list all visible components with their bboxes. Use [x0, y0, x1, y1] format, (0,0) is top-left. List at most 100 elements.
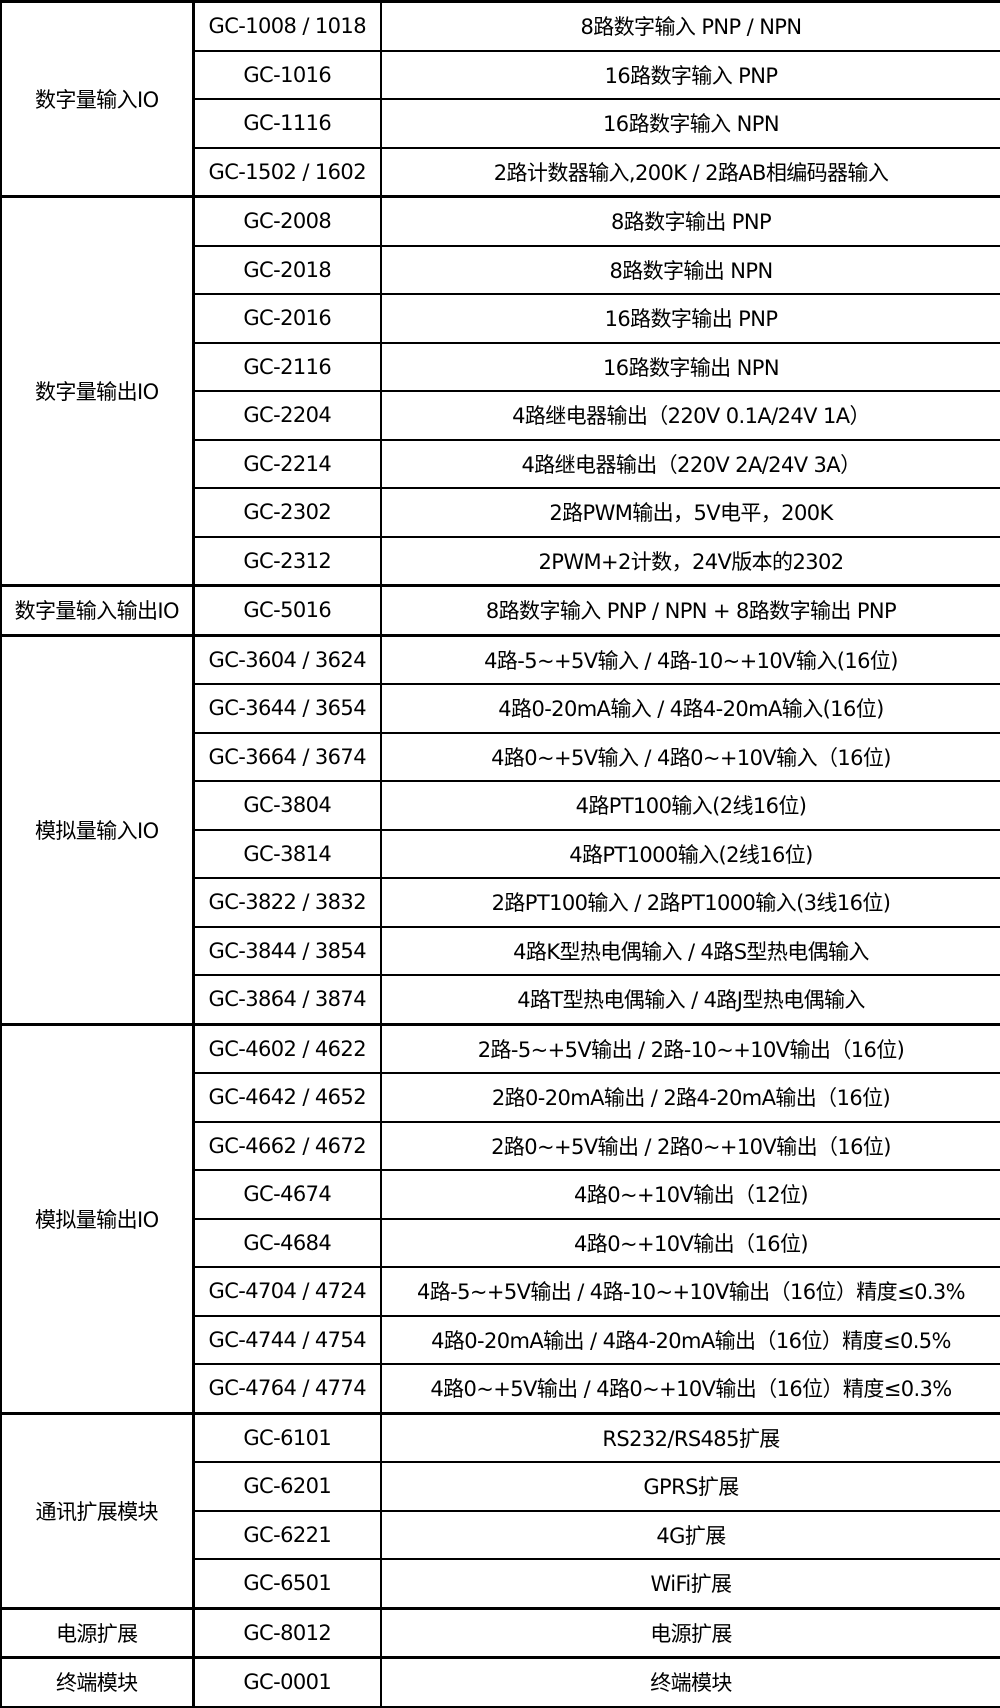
table-row: GC-2302 2路PWM输出，5V电平，200K: [1, 487, 1000, 538]
table-row: GC-4704 / 4724 4路-5~+5V输出 / 4路-10~+10V输出（…: [1, 1266, 1000, 1317]
table-row: GC-4764 / 4774 4路0~+5V输出 / 4路0~+10V输出（16位…: [1, 1363, 1000, 1414]
description-cell: 4路0-20mA输入 / 4路4-20mA输入(16位): [380, 683, 1000, 734]
table-row: GC-1116 16路数字输入 NPN: [1, 98, 1000, 149]
description-cell: GPRS扩展: [380, 1461, 1000, 1512]
description-cell: 2路PWM输出，5V电平，200K: [380, 487, 1000, 538]
description-cell: 4路继电器输出（220V 0.1A/24V 1A）: [380, 390, 1000, 441]
description-cell: 4路T型热电偶输入 / 4路J型热电偶输入: [380, 974, 1000, 1025]
table-row: GC-3822 / 3832 2路PT100输入 / 2路PT1000输入(3线1…: [1, 877, 1000, 928]
description-cell: 4路0~+5V输出 / 4路0~+10V输出（16位）精度≤0.3%: [380, 1363, 1000, 1414]
table-row: GC-6501 WiFi扩展: [1, 1558, 1000, 1609]
table-row: GC-2312 2PWM+2计数，24V版本的2302: [1, 535, 1000, 587]
model-cell: GC-4684: [192, 1217, 382, 1268]
model-cell: GC-0001: [192, 1656, 382, 1708]
description-cell: 4路0~+5V输入 / 4路0~+10V输入（16位): [380, 731, 1000, 782]
model-cell: GC-4642 / 4652: [192, 1072, 382, 1123]
model-cell: GC-4704 / 4724: [192, 1266, 382, 1317]
table-row: GC-2204 4路继电器输出（220V 0.1A/24V 1A）: [1, 390, 1000, 441]
description-cell: 电源扩展: [380, 1606, 1000, 1659]
model-cell: GC-8012: [192, 1606, 382, 1659]
table-row: GC-3814 4路PT1000输入(2线16位): [1, 828, 1000, 879]
model-cell: GC-3604 / 3624: [192, 633, 382, 685]
description-cell: 16路数字输出 PNP: [380, 293, 1000, 344]
category-cell: 模拟量输入IO: [0, 633, 195, 1025]
model-cell: GC-4674: [192, 1169, 382, 1220]
model-cell: GC-5016: [192, 584, 382, 636]
table-row: GC-3844 / 3854 4路K型热电偶输入 / 4路S型热电偶输入: [1, 925, 1000, 976]
description-cell: 4路PT1000输入(2线16位): [380, 828, 1000, 879]
model-cell: GC-3822 / 3832: [192, 877, 382, 928]
model-cell: GC-1502 / 1602: [192, 146, 382, 198]
description-cell: 16路数字输入 PNP: [380, 49, 1000, 100]
model-cell: GC-6221: [192, 1509, 382, 1560]
model-cell: GC-2214: [192, 438, 382, 489]
description-cell: WiFi扩展: [380, 1558, 1000, 1609]
category-cell: 模拟量输出IO: [0, 1022, 195, 1414]
model-cell: GC-3844 / 3854: [192, 925, 382, 976]
table-row: GC-4662 / 4672 2路0~+5V输出 / 2路0~+10V输出（16位…: [1, 1120, 1000, 1171]
model-cell: GC-4744 / 4754: [192, 1314, 382, 1365]
model-cell: GC-3804: [192, 780, 382, 831]
table-row: GC-2016 16路数字输出 PNP: [1, 293, 1000, 344]
description-cell: 16路数字输出 NPN: [380, 341, 1000, 392]
model-cell: GC-2204: [192, 390, 382, 441]
description-cell: 8路数字输入 PNP / NPN + 8路数字输出 PNP: [380, 584, 1000, 636]
model-cell: GC-2116: [192, 341, 382, 392]
model-cell: GC-6101: [192, 1411, 382, 1463]
model-cell: GC-2008: [192, 195, 382, 247]
category-cell: 数字量输入IO: [0, 0, 195, 198]
description-cell: 2路PT100输入 / 2路PT1000输入(3线16位): [380, 877, 1000, 928]
table-row: 模拟量输入IO GC-3604 / 3624 4路-5~+5V输入 / 4路-10~…: [0, 633, 1000, 1025]
table-row: GC-3864 / 3874 4路T型热电偶输入 / 4路J型热电偶输入: [1, 974, 1000, 1025]
table-row: GC-2116 16路数字输出 NPN: [1, 341, 1000, 392]
category-cell: 数字量输入输出IO: [0, 584, 195, 636]
category-cell: 电源扩展: [0, 1606, 195, 1659]
model-cell: GC-3864 / 3874: [192, 974, 382, 1025]
description-cell: 2路-5~+5V输出 / 2路-10~+10V输出（16位): [380, 1022, 1000, 1074]
model-cell: GC-3664 / 3674: [192, 731, 382, 782]
description-cell: 4路K型热电偶输入 / 4路S型热电偶输入: [380, 925, 1000, 976]
table-row: GC-2018 8路数字输出 NPN: [1, 244, 1000, 295]
table-row: GC-4642 / 4652 2路0-20mA输出 / 2路4-20mA输出（16…: [1, 1072, 1000, 1123]
table-row: 模拟量输出IO GC-4602 / 4622 2路-5~+5V输出 / 2路-10~…: [0, 1022, 1000, 1414]
model-cell: GC-6501: [192, 1558, 382, 1609]
description-cell: 8路数字输入 PNP / NPN: [380, 0, 1000, 52]
table-row: 电源扩展 GC-8012 电源扩展: [0, 1606, 1000, 1659]
description-cell: 4路0~+10V输出（16位): [380, 1217, 1000, 1268]
description-cell: 2PWM+2计数，24V版本的2302: [380, 535, 1000, 587]
description-cell: 4路继电器输出（220V 2A/24V 3A）: [380, 438, 1000, 489]
model-cell: GC-2302: [192, 487, 382, 538]
description-cell: 4路0-20mA输出 / 4路4-20mA输出（16位）精度≤0.5%: [380, 1314, 1000, 1365]
model-cell: GC-1116: [192, 98, 382, 149]
table-row: 终端模块 GC-0001 终端模块: [0, 1656, 1000, 1708]
category-cell: 数字量输出IO: [0, 195, 195, 587]
model-cell: GC-4764 / 4774: [192, 1363, 382, 1414]
model-cell: GC-3644 / 3654: [192, 683, 382, 734]
table-row: 数字量输入输出IO GC-5016 8路数字输入 PNP / NPN + 8路数字输…: [0, 584, 1000, 636]
description-cell: RS232/RS485扩展: [380, 1411, 1000, 1463]
model-cell: GC-4602 / 4622: [192, 1022, 382, 1074]
table-row: 数字量输入IO GC-1008 / 1018 8路数字输入 PNP / NPN: [0, 0, 1000, 198]
description-cell: 2路0-20mA输出 / 2路4-20mA输出（16位): [380, 1072, 1000, 1123]
table-row: 通讯扩展模块 GC-6101 RS232/RS485扩展: [0, 1411, 1000, 1609]
table-row: GC-4674 4路0~+10V输出（12位): [1, 1169, 1000, 1220]
description-cell: 4路0~+10V输出（12位): [380, 1169, 1000, 1220]
table-row: GC-4684 4路0~+10V输出（16位): [1, 1217, 1000, 1268]
table-row: GC-3644 / 3654 4路0-20mA输入 / 4路4-20mA输入(16…: [1, 683, 1000, 734]
table-row: 数字量输出IO GC-2008 8路数字输出 PNP: [0, 195, 1000, 587]
description-cell: 4路-5~+5V输出 / 4路-10~+10V输出（16位）精度≤0.3%: [380, 1266, 1000, 1317]
table-row: GC-3664 / 3674 4路0~+5V输入 / 4路0~+10V输入（16位…: [1, 731, 1000, 782]
model-cell: GC-4662 / 4672: [192, 1120, 382, 1171]
table-row: GC-2214 4路继电器输出（220V 2A/24V 3A）: [1, 438, 1000, 489]
model-cell: GC-1008 / 1018: [192, 0, 382, 52]
model-cell: GC-2016: [192, 293, 382, 344]
model-cell: GC-6201: [192, 1461, 382, 1512]
model-cell: GC-2312: [192, 535, 382, 587]
table-row: GC-3804 4路PT100输入(2线16位): [1, 780, 1000, 831]
model-cell: GC-3814: [192, 828, 382, 879]
table-row: GC-1502 / 1602 2路计数器输入,200K / 2路AB相编码器输入: [1, 146, 1000, 198]
description-cell: 8路数字输出 NPN: [380, 244, 1000, 295]
description-cell: 4路-5~+5V输入 / 4路-10~+10V输入(16位): [380, 633, 1000, 685]
